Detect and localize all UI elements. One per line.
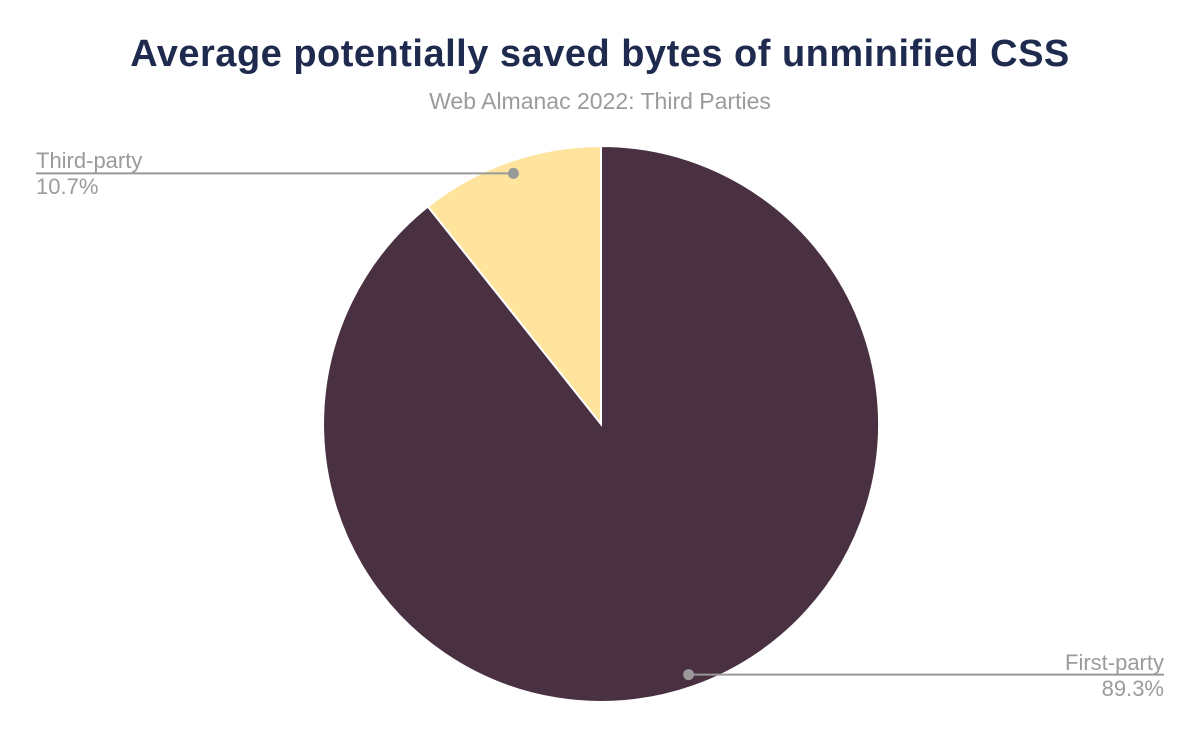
callout-dot-first-party bbox=[683, 669, 695, 681]
slice-label-third-party: Third-party bbox=[36, 148, 143, 174]
slice-percent-first-party: 89.3% bbox=[1101, 675, 1164, 701]
callout-first-party: First-party 89.3% bbox=[1065, 650, 1164, 702]
callout-third-party: Third-party 10.7% bbox=[36, 148, 142, 200]
chart-subtitle: Web Almanac 2022: Third Parties bbox=[429, 88, 771, 114]
pie-slice-third-party[interactable] bbox=[426, 144, 602, 427]
callout-dot-third-party bbox=[507, 167, 519, 179]
slice-label-first-party: First-party bbox=[1065, 649, 1164, 675]
slice-percent-third-party: 10.7% bbox=[36, 174, 99, 200]
chart-title: Average potentially saved bytes of unmin… bbox=[130, 33, 1070, 75]
